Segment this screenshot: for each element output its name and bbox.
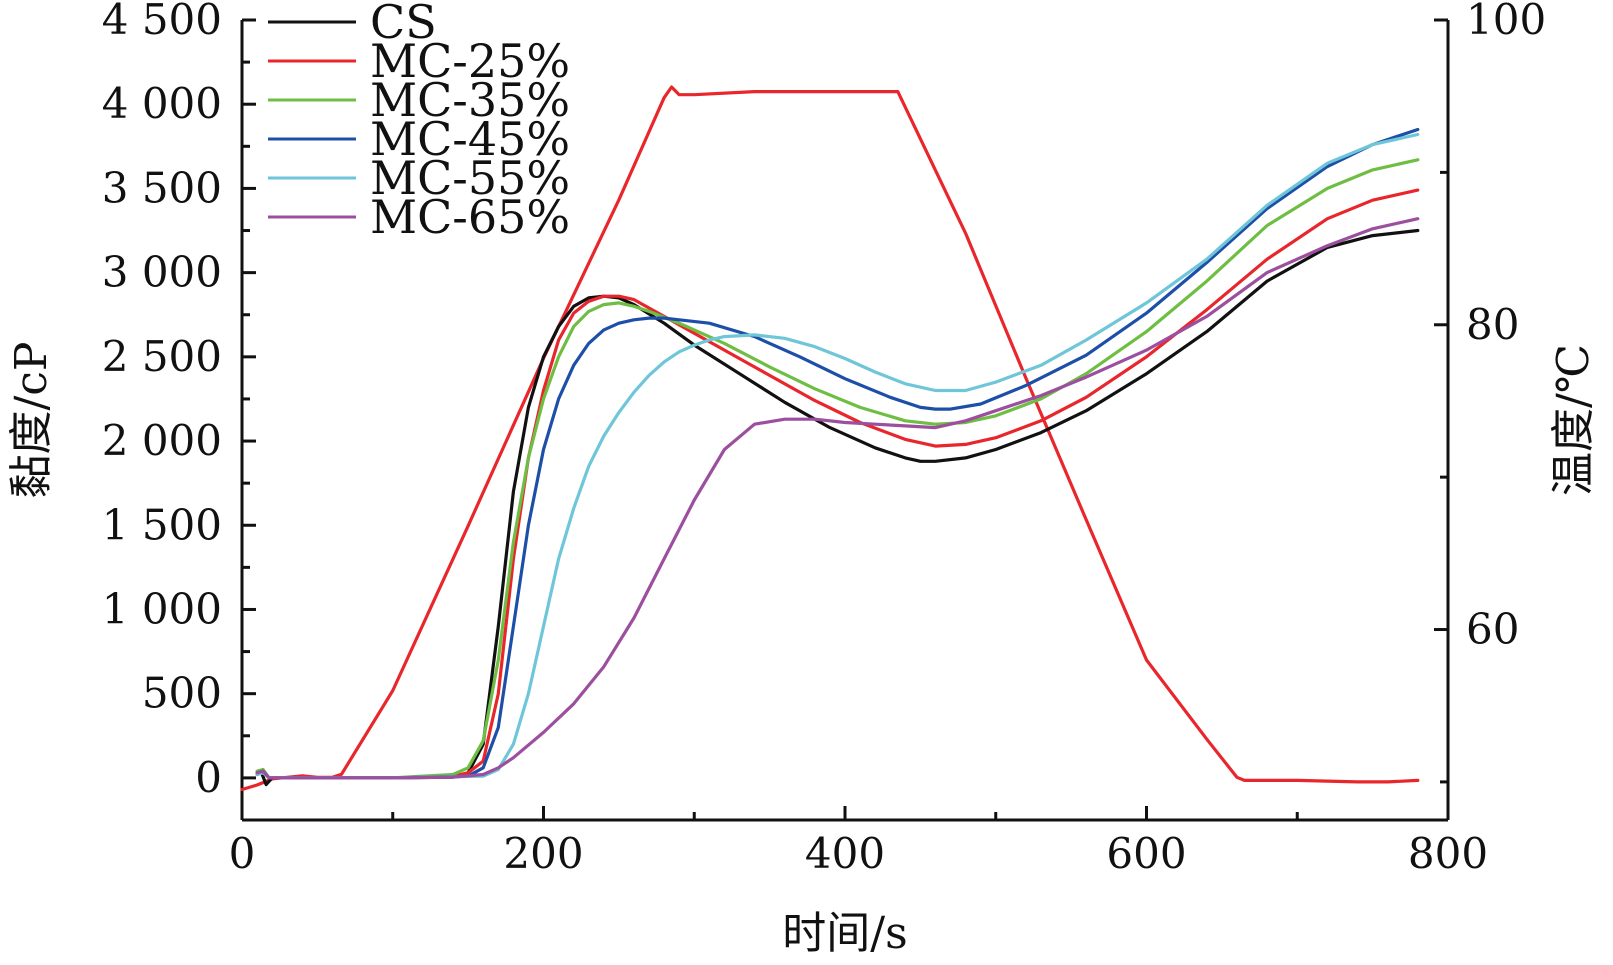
y-tick-label: 1 000 — [102, 584, 222, 633]
x-tick-label: 400 — [805, 829, 885, 878]
chart-tick-labels: 0 200 400 600 800 0 500 1 000 1 500 2 000 2 500 3 0… — [102, 0, 1546, 878]
y-axis-label: 黏度/cP — [6, 341, 57, 498]
y-tick-label: 1 500 — [102, 500, 222, 549]
y-tick-label: 2 000 — [102, 416, 222, 465]
y-tick-label: 0 — [195, 753, 222, 802]
y2-tick-label: 80 — [1466, 300, 1519, 349]
x-tick-label: 0 — [229, 829, 256, 878]
legend-entry: MC-55% — [370, 151, 570, 205]
y2-tick-label: 100 — [1466, 0, 1546, 44]
legend-entry: MC-65% — [370, 190, 570, 244]
series-line-mc-65- — [255, 217, 1420, 780]
legend-entry: MC-35% — [370, 73, 570, 127]
series-line-mc-25- — [255, 188, 1420, 780]
series-line-cs — [255, 228, 1420, 787]
y2-tick-label: 60 — [1466, 605, 1519, 654]
y-tick-label: 4 500 — [102, 0, 222, 44]
legend-entry: MC-25% — [370, 34, 570, 88]
y-tick-label: 3 000 — [102, 248, 222, 297]
legend-entry: MC-45% — [370, 112, 570, 166]
y-tick-label: 3 500 — [102, 163, 222, 212]
x-tick-label: 600 — [1106, 829, 1186, 878]
y-tick-label: 4 000 — [102, 79, 222, 128]
y-tick-label: 2 500 — [102, 332, 222, 381]
series-line-mc-45- — [255, 127, 1420, 780]
y-tick-label: 500 — [142, 669, 222, 718]
chart-series-lines — [240, 85, 1420, 792]
legend-entry: CS — [370, 0, 437, 49]
x-tick-label: 800 — [1408, 829, 1488, 878]
series-line-mc-35- — [255, 158, 1420, 780]
y2-axis-label: 温度/℃ — [1548, 344, 1599, 496]
chart-ticks — [240, 18, 1450, 820]
x-tick-label: 200 — [503, 829, 583, 878]
x-axis-label: 时间/s — [782, 908, 907, 959]
series-line-mc-55- — [255, 132, 1420, 780]
